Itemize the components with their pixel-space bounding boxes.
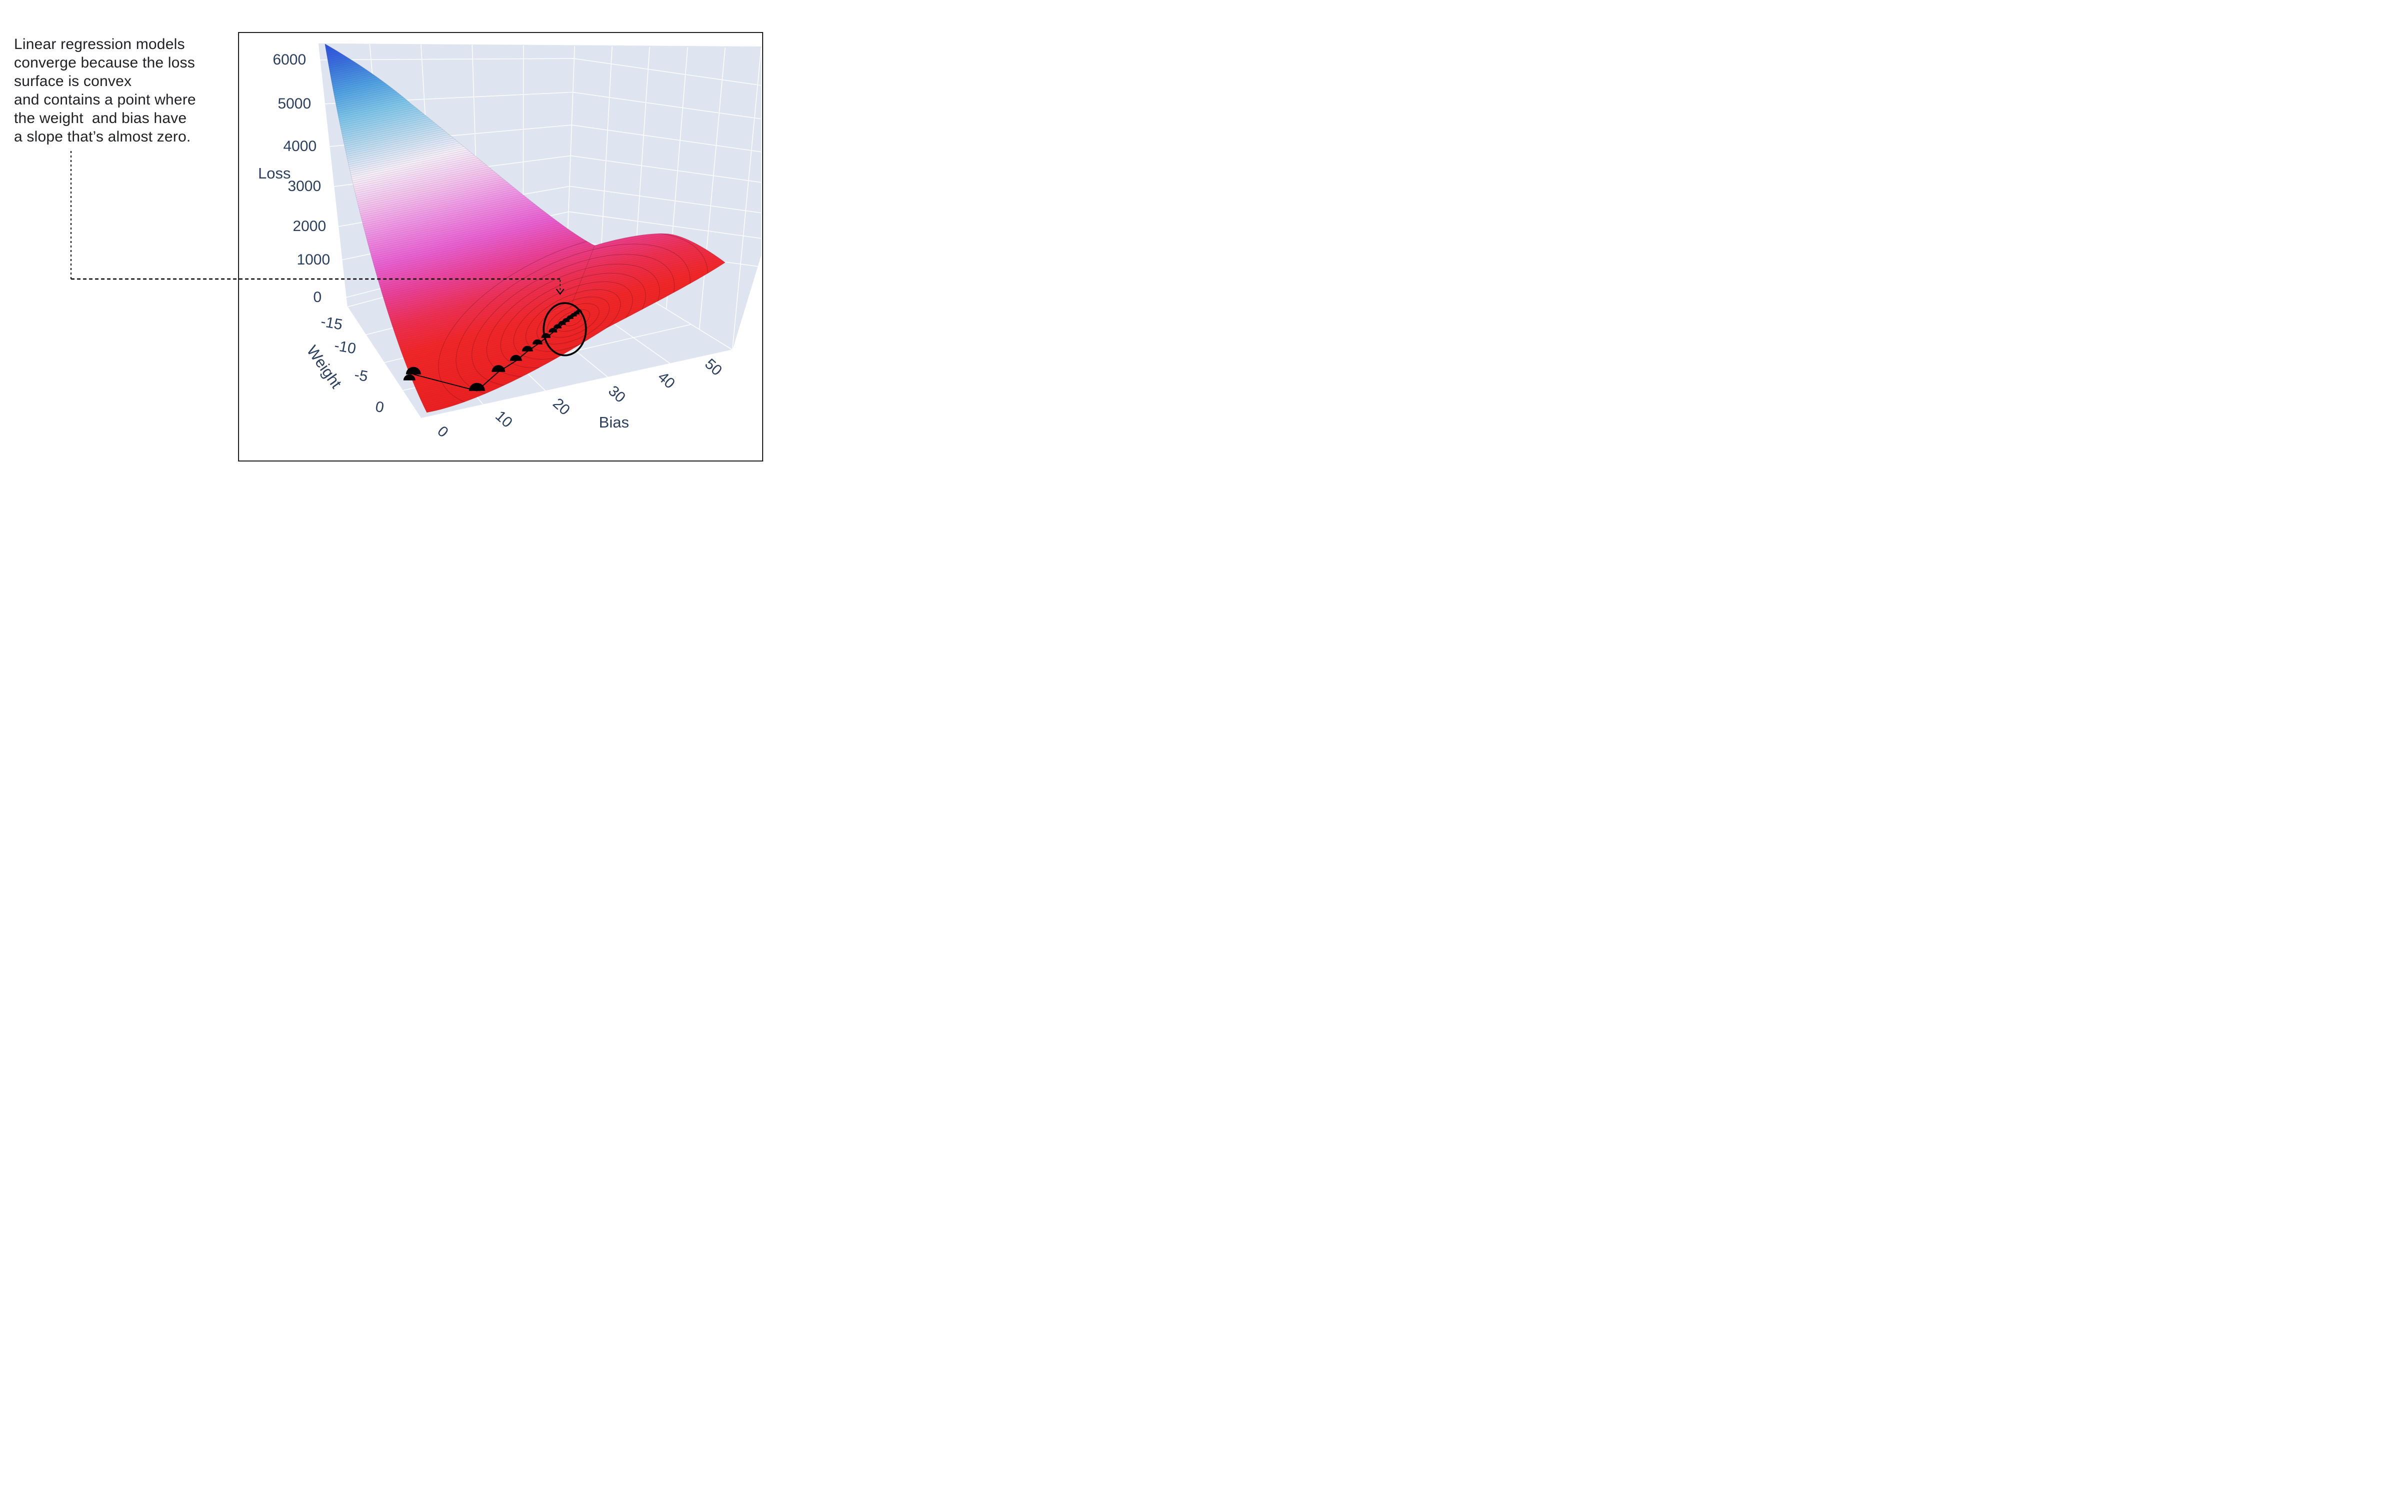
descent-step-marker [406,366,421,374]
annotation-line: Linear regression models [14,36,185,52]
loss-tick-4000: 4000 [283,138,317,154]
descent-step-marker [558,320,566,325]
descent-step-marker [510,354,522,361]
bias-axis-title: Bias [599,413,629,431]
annotation-line: the weight and bias have [14,110,187,126]
annotation-text: Linear regression models converge becaus… [14,35,196,146]
loss-tick-6000: 6000 [273,51,307,68]
loss-tick-3000: 3000 [288,178,322,194]
surface-valley-fold [570,245,595,308]
descent-step-marker [469,382,485,391]
page: Linear regression models converge becaus… [0,0,803,504]
loss-axis-title: Loss [258,164,291,182]
weight-tick--5: -5 [353,366,369,385]
plot-panel[interactable]: 6000 5000 4000 3000 2000 1000 0 Loss -15 -10 -5 0 We… [238,32,763,462]
descent-step-marker [492,365,506,372]
descent-step-marker [532,339,543,344]
annotation-line: surface is convex [14,73,132,90]
loss-surface-3d-plot [318,43,761,418]
loss-tick-1000: 1000 [297,251,331,268]
annotation-line: and contains a point where [14,92,196,108]
loss-tick-0: 0 [313,288,322,306]
loss-tick-5000: 5000 [278,95,312,112]
descent-step-marker [403,374,416,380]
minimum-circle-annotation [543,302,587,356]
annotation-line: converge because the loss [14,54,195,71]
descent-step-marker [562,318,570,322]
weight-tick--15: -15 [319,313,344,334]
weight-tick--10: -10 [333,337,357,358]
descent-step-marker [553,324,562,328]
annotation-line: a slope that’s almost zero. [14,128,191,145]
descent-step-marker [549,328,558,332]
descent-step-marker [522,346,533,352]
loss-tick-2000: 2000 [293,218,327,234]
